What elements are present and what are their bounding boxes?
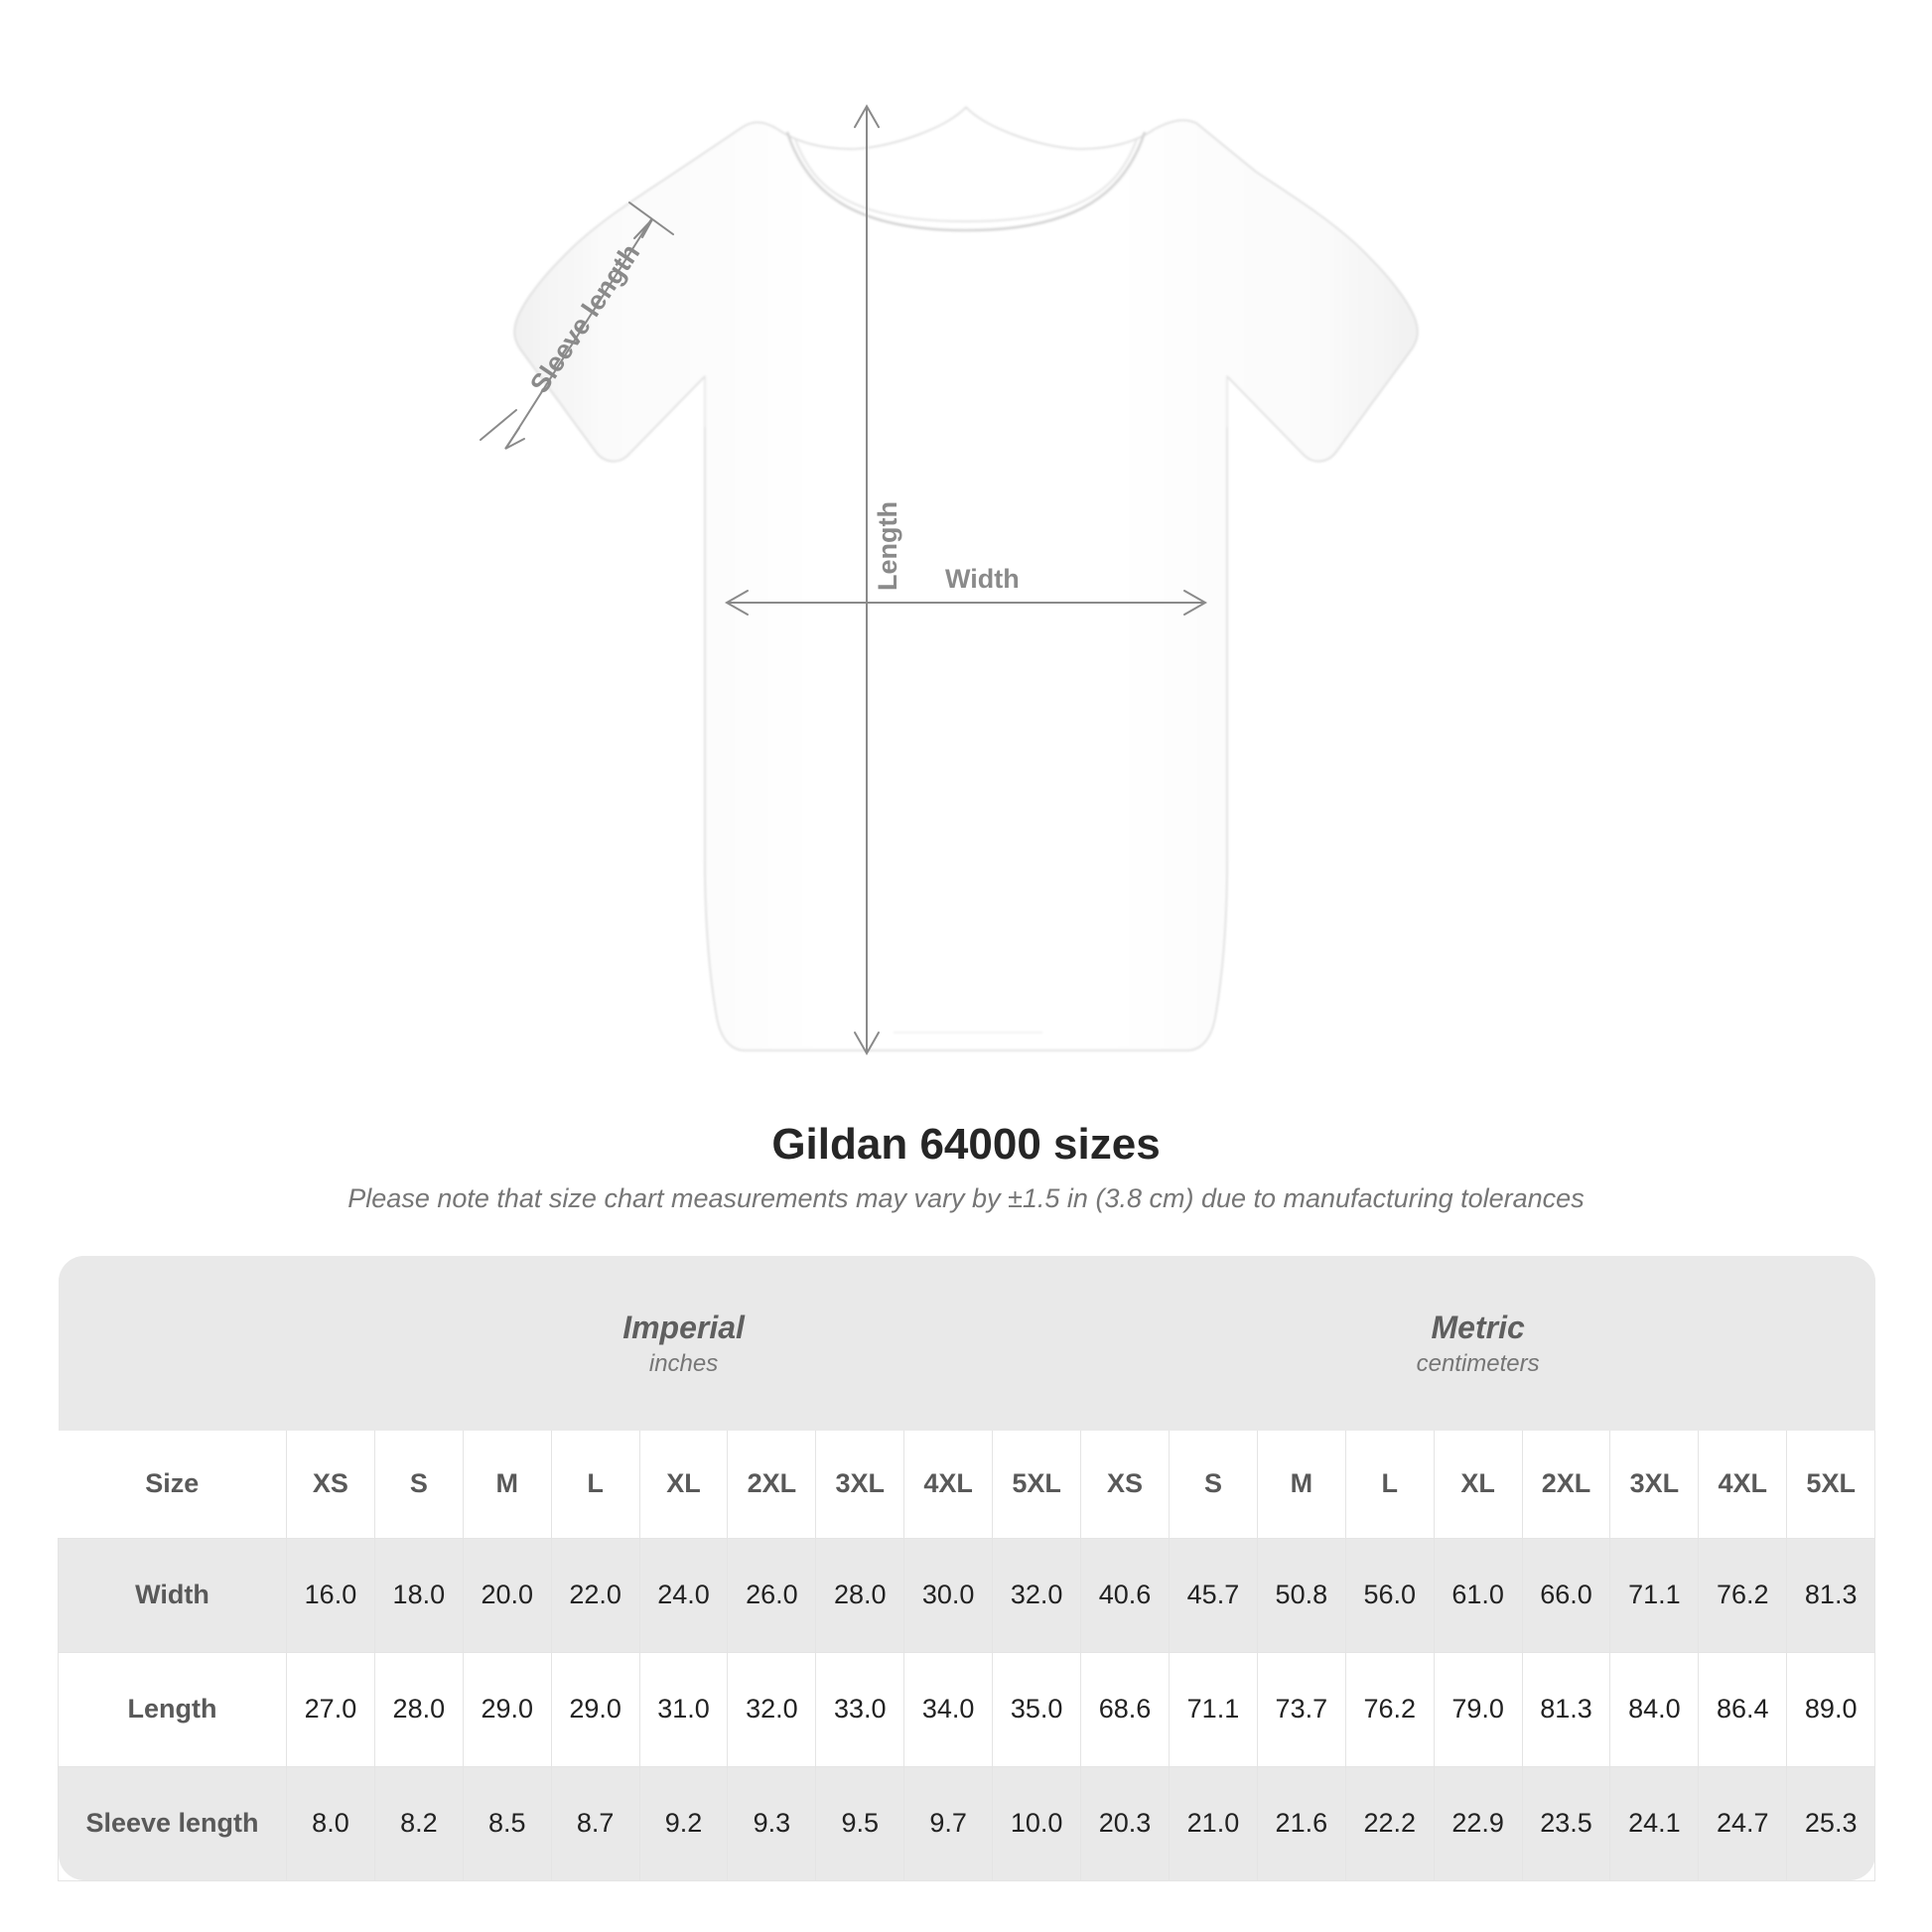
svg-text:Length: Length bbox=[873, 501, 902, 591]
svg-text:Width: Width bbox=[945, 564, 1020, 594]
